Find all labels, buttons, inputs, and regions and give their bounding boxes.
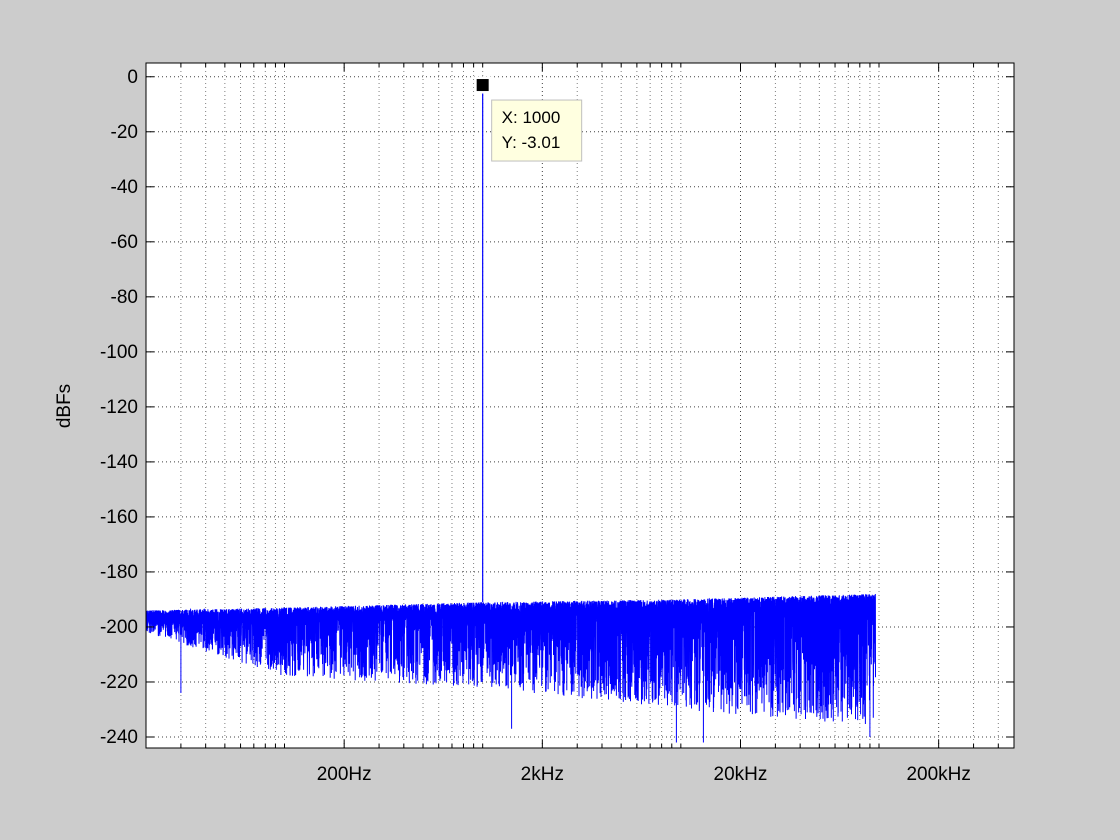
- y-tick-label: -140: [100, 452, 138, 473]
- datatip[interactable]: X: 1000 Y: -3.01: [474, 76, 583, 162]
- y-tick-label: -240: [100, 727, 138, 748]
- datatip-marker: [476, 79, 489, 92]
- y-tick-label: -200: [100, 617, 138, 638]
- x-tick-label: 200kHz: [906, 764, 970, 785]
- y-tick-label: -20: [111, 122, 138, 143]
- datatip-box: [491, 99, 583, 162]
- datatip-y-text: Y: -3.01: [502, 133, 561, 152]
- y-tick-label: -160: [100, 507, 138, 528]
- datatip-x-text: X: 1000: [502, 108, 561, 127]
- axes-box: [145, 62, 1015, 749]
- axes[interactable]: 200Hz 2kHz 20kHz 200kHz 0 -20 -40 -60 -80 -100 -1…: [100, 62, 1015, 785]
- y-tick-label: -180: [100, 562, 138, 583]
- y-axis-label: dBFs: [54, 384, 75, 428]
- y-tick-label: -80: [111, 287, 138, 308]
- y-tick-labels: 0 -20 -40 -60 -80 -100 -120 -140 -160 -180 -200 -22…: [100, 67, 138, 748]
- y-tick-label: -120: [100, 397, 138, 418]
- x-tick-label: 200Hz: [317, 764, 372, 785]
- y-tick-label: -100: [100, 342, 138, 363]
- y-tick-label: -40: [111, 177, 138, 198]
- axis-ticks: [145, 63, 1014, 748]
- y-tick-label: -220: [100, 672, 138, 693]
- series-spectrum: [146, 85, 876, 743]
- x-tick-labels: 200Hz 2kHz 20kHz 200kHz: [317, 764, 971, 785]
- y-tick-label: 0: [127, 67, 138, 88]
- x-tick-label: 2kHz: [521, 764, 564, 785]
- y-tick-label: -60: [111, 232, 138, 253]
- noise-floor-trace: [146, 593, 876, 743]
- x-tick-label: 20kHz: [714, 764, 768, 785]
